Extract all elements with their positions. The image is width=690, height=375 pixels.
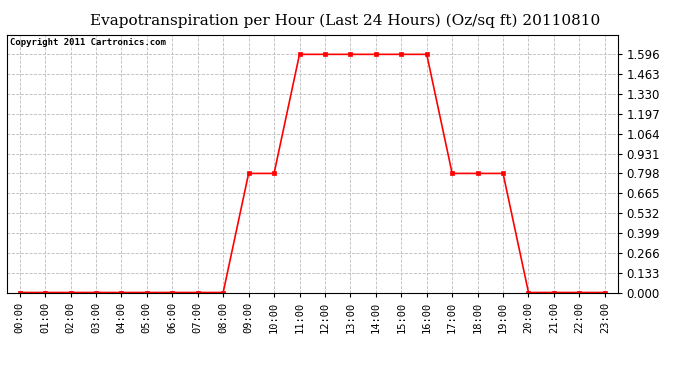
Text: Copyright 2011 Cartronics.com: Copyright 2011 Cartronics.com (10, 38, 166, 47)
Text: Evapotranspiration per Hour (Last 24 Hours) (Oz/sq ft) 20110810: Evapotranspiration per Hour (Last 24 Hou… (90, 13, 600, 27)
